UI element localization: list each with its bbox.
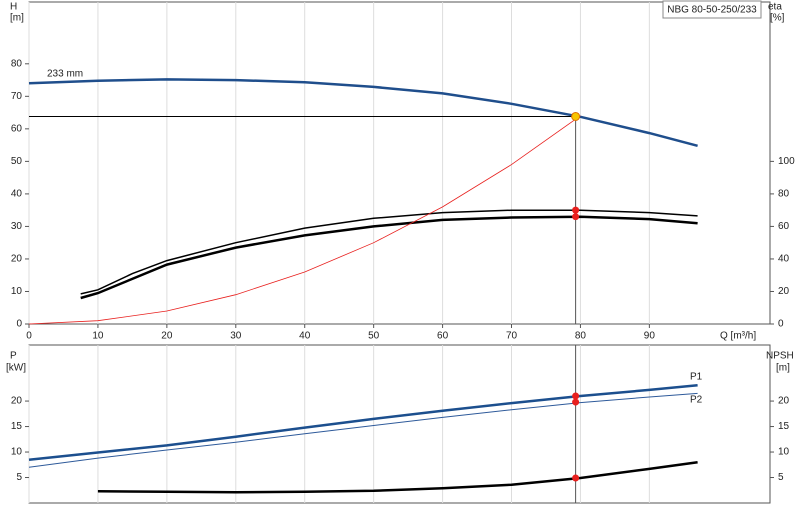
curve <box>28 384 698 461</box>
operating-marker <box>572 206 580 214</box>
y2-tick-label: 40 <box>778 254 790 265</box>
y-tick-label: 0 <box>16 319 22 330</box>
chart-title: NBG 80-50-250/233 <box>667 5 757 16</box>
y2-tick-label: 80 <box>778 189 790 200</box>
curve-label: 233 mm <box>47 69 83 80</box>
y2-label: NPSH <box>766 351 794 362</box>
x-tick-label: 90 <box>644 331 656 342</box>
curve-label: P1 <box>690 372 703 383</box>
y-tick-label: 50 <box>11 156 23 167</box>
x-tick-label: 0 <box>26 331 32 342</box>
operating-marker <box>572 213 580 221</box>
y2-tick-label: 0 <box>778 319 784 330</box>
curve-label: P2 <box>690 395 703 406</box>
x-tick-label: 40 <box>299 331 311 342</box>
y2-tick-label: 15 <box>778 421 790 432</box>
curve <box>28 78 698 148</box>
y2-tick-label: 20 <box>778 286 790 297</box>
title-box <box>662 0 762 19</box>
y-tick-label: 10 <box>11 447 23 458</box>
y2-unit: [m] <box>776 363 790 374</box>
y-tick-label: 20 <box>11 254 23 265</box>
x-label: Q [m³/h] <box>720 331 756 342</box>
y-tick-label: 15 <box>11 421 23 432</box>
y2-tick-label: 5 <box>778 472 784 483</box>
curve <box>80 215 698 300</box>
y2-tick-label: 100 <box>778 156 795 167</box>
y-tick-label: 30 <box>11 221 23 232</box>
operating-marker <box>572 392 580 400</box>
curve <box>97 460 698 494</box>
y2-tick-label: 10 <box>778 447 790 458</box>
x-tick-label: 20 <box>161 331 173 342</box>
y-tick-label: 5 <box>16 472 22 483</box>
y-label: H <box>10 2 17 13</box>
x-tick-label: 60 <box>437 331 449 342</box>
y-tick-label: 40 <box>11 189 23 200</box>
y-label: P <box>10 351 17 362</box>
y2-label: eta <box>768 2 782 13</box>
curve <box>28 115 581 325</box>
operating-marker <box>572 474 580 482</box>
y-tick-label: 20 <box>11 396 23 407</box>
operating-marker <box>572 398 580 406</box>
curve <box>80 209 698 295</box>
x-tick-label: 50 <box>368 331 380 342</box>
y-unit: [m] <box>10 13 24 24</box>
x-tick-label: 70 <box>506 331 518 342</box>
y2-tick-label: 20 <box>778 396 790 407</box>
x-tick-label: 80 <box>575 331 587 342</box>
y-tick-label: 70 <box>11 91 23 102</box>
y-unit: [kW] <box>6 363 26 374</box>
y2-unit: [%] <box>770 13 785 24</box>
duty-point <box>571 111 581 121</box>
x-tick-label: 10 <box>92 331 104 342</box>
x-tick-label: 30 <box>230 331 242 342</box>
curve <box>28 392 698 468</box>
y2-tick-label: 60 <box>778 221 790 232</box>
y-tick-label: 60 <box>11 123 23 134</box>
y-tick-label: 10 <box>11 286 23 297</box>
bottom-plot-frame <box>28 344 771 504</box>
y-tick-label: 80 <box>11 58 23 69</box>
